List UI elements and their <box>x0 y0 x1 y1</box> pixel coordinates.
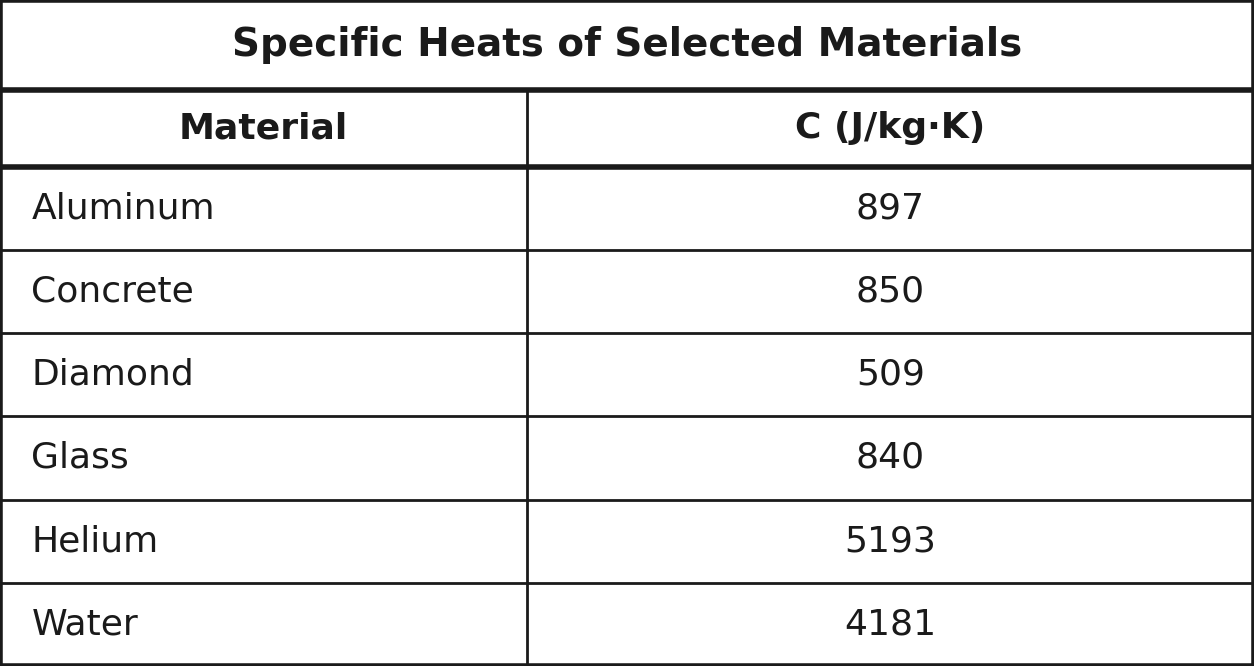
Text: Diamond: Diamond <box>31 358 194 392</box>
Text: Specific Heats of Selected Materials: Specific Heats of Selected Materials <box>232 26 1022 64</box>
Text: 4181: 4181 <box>844 607 937 641</box>
Text: Aluminum: Aluminum <box>31 191 214 225</box>
Text: C (J/kg·K): C (J/kg·K) <box>795 111 986 145</box>
Text: 850: 850 <box>855 274 925 308</box>
Text: 840: 840 <box>855 441 925 475</box>
Text: Glass: Glass <box>31 441 129 475</box>
Text: Water: Water <box>31 607 138 641</box>
Text: 5193: 5193 <box>844 524 937 558</box>
Text: Material: Material <box>179 111 347 145</box>
Text: 509: 509 <box>856 358 924 392</box>
Text: 897: 897 <box>855 191 925 225</box>
Text: Helium: Helium <box>31 524 158 558</box>
Text: Concrete: Concrete <box>31 274 194 308</box>
